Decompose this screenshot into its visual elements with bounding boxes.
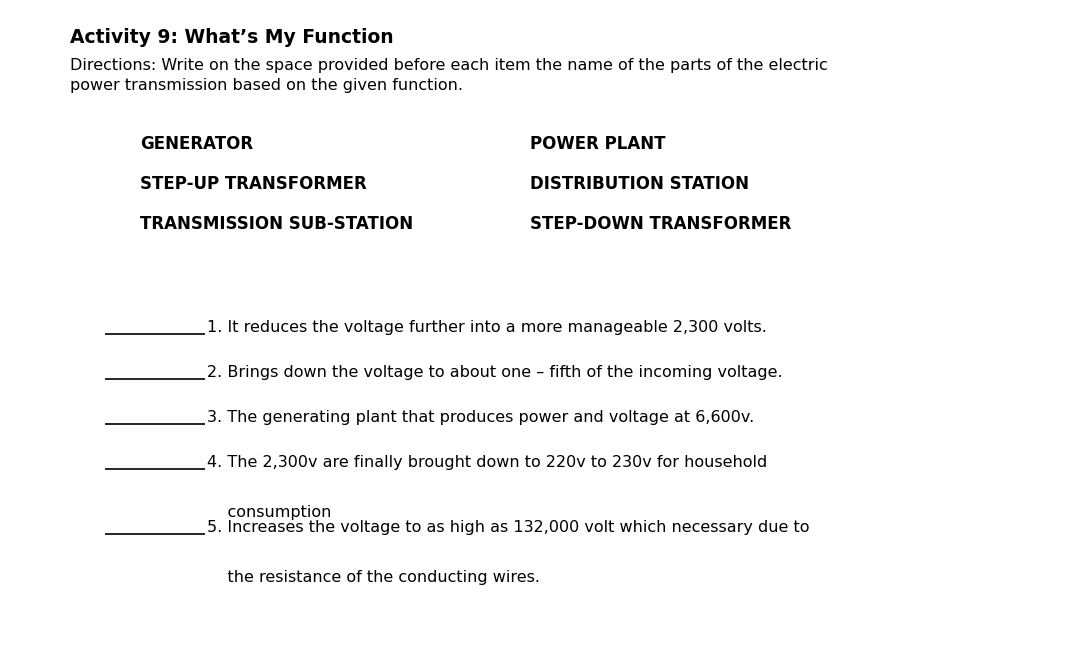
Text: 5. Increases the voltage to as high as 132,000 volt which necessary due to: 5. Increases the voltage to as high as 1… bbox=[207, 520, 810, 535]
Text: Directions: Write on the space provided before each item the name of the parts o: Directions: Write on the space provided … bbox=[70, 58, 827, 73]
Text: POWER PLANT: POWER PLANT bbox=[530, 135, 665, 153]
Text: 3. The generating plant that produces power and voltage at 6,600v.: 3. The generating plant that produces po… bbox=[207, 410, 754, 425]
Text: 4. The 2,300v are finally brought down to 220v to 230v for household: 4. The 2,300v are finally brought down t… bbox=[207, 455, 767, 470]
Text: 2. Brings down the voltage to about one – fifth of the incoming voltage.: 2. Brings down the voltage to about one … bbox=[207, 365, 783, 380]
Text: power transmission based on the given function.: power transmission based on the given fu… bbox=[70, 78, 463, 93]
Text: 1. It reduces the voltage further into a more manageable 2,300 volts.: 1. It reduces the voltage further into a… bbox=[207, 320, 767, 335]
Text: DISTRIBUTION STATION: DISTRIBUTION STATION bbox=[530, 175, 750, 193]
Text: STEP-DOWN TRANSFORMER: STEP-DOWN TRANSFORMER bbox=[530, 215, 792, 233]
Text: the resistance of the conducting wires.: the resistance of the conducting wires. bbox=[207, 570, 540, 585]
Text: Activity 9: What’s My Function: Activity 9: What’s My Function bbox=[70, 28, 393, 47]
Text: TRANSMISSION SUB-STATION: TRANSMISSION SUB-STATION bbox=[140, 215, 414, 233]
Text: consumption: consumption bbox=[207, 505, 332, 520]
Text: STEP-UP TRANSFORMER: STEP-UP TRANSFORMER bbox=[140, 175, 367, 193]
Text: GENERATOR: GENERATOR bbox=[140, 135, 253, 153]
